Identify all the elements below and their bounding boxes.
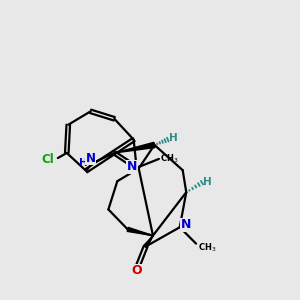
Polygon shape xyxy=(144,236,153,248)
Text: O: O xyxy=(131,264,142,277)
Text: Cl: Cl xyxy=(41,153,54,166)
Text: N: N xyxy=(181,218,191,231)
Polygon shape xyxy=(114,142,155,153)
Text: Cl: Cl xyxy=(41,153,54,166)
Text: N: N xyxy=(127,160,137,173)
Text: CH$_3$: CH$_3$ xyxy=(160,153,179,165)
Text: H: H xyxy=(79,158,88,168)
Text: CH$_3$: CH$_3$ xyxy=(198,242,216,254)
Text: N: N xyxy=(181,218,191,231)
Text: N: N xyxy=(85,152,96,164)
Text: O: O xyxy=(131,264,142,277)
Text: N: N xyxy=(85,152,96,164)
Text: N: N xyxy=(127,160,137,173)
Text: H: H xyxy=(203,177,212,187)
Text: H: H xyxy=(169,133,178,143)
Polygon shape xyxy=(127,227,153,236)
